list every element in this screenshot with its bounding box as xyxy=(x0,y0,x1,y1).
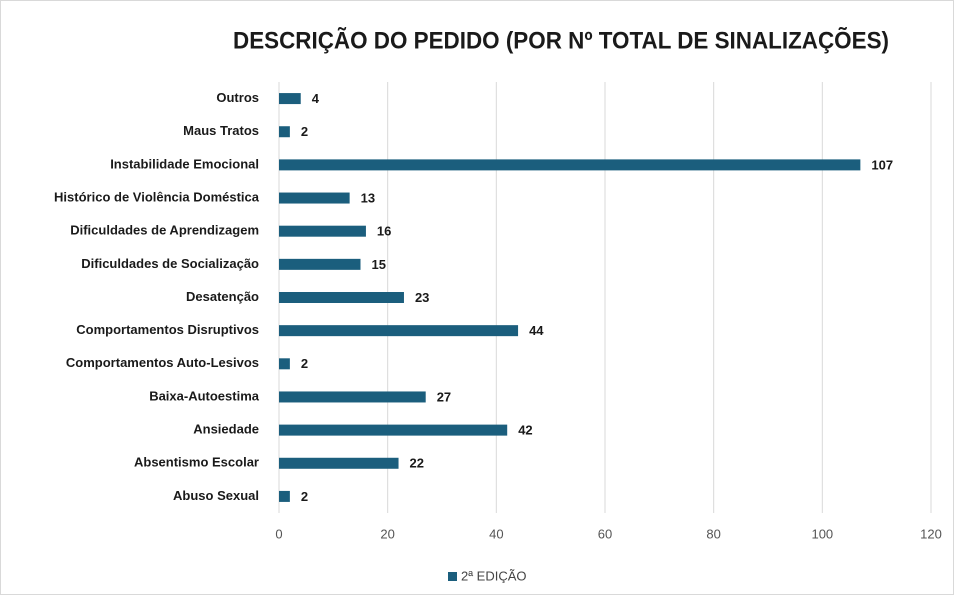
value-label: 2 xyxy=(301,356,308,371)
bar xyxy=(279,258,361,270)
y-tick-label: Maus Tratos xyxy=(183,123,259,138)
x-tick-label: 60 xyxy=(598,526,612,541)
value-label: 15 xyxy=(372,257,386,272)
legend-swatch xyxy=(448,572,457,581)
y-tick-label: Instabilidade Emocional xyxy=(110,156,259,171)
value-label: 44 xyxy=(529,323,544,338)
bar xyxy=(279,391,426,403)
x-tick-label: 40 xyxy=(489,526,503,541)
y-tick-label: Dificuldades de Socialização xyxy=(81,256,259,271)
bar xyxy=(279,225,366,237)
value-label: 22 xyxy=(410,456,424,471)
value-label: 4 xyxy=(312,91,320,106)
bar xyxy=(279,159,861,171)
bar xyxy=(279,126,290,138)
y-tick-label: Comportamentos Auto-Lesivos xyxy=(66,355,259,370)
y-tick-label: Dificuldades de Aprendizagem xyxy=(70,223,259,238)
y-tick-label: Baixa-Autoestima xyxy=(149,388,260,403)
bar xyxy=(279,424,508,436)
y-tick-label: Abuso Sexual xyxy=(173,488,259,503)
y-tick-label: Comportamentos Disruptivos xyxy=(76,322,259,337)
bar xyxy=(279,490,290,502)
x-tick-label: 120 xyxy=(920,526,942,541)
chart-title: DESCRIÇÃO DO PEDIDO (POR Nº TOTAL DE SIN… xyxy=(233,26,889,54)
x-tick-label: 100 xyxy=(811,526,833,541)
x-tick-label: 20 xyxy=(380,526,394,541)
bar xyxy=(279,325,519,337)
y-tick-label: Histórico de Violência Doméstica xyxy=(54,189,260,204)
value-label: 2 xyxy=(301,124,308,139)
value-label: 42 xyxy=(518,423,532,438)
y-tick-label: Ansiedade xyxy=(193,422,259,437)
x-tick-label: 0 xyxy=(275,526,282,541)
value-label: 13 xyxy=(361,190,375,205)
bar xyxy=(279,192,350,204)
y-tick-label: Desatenção xyxy=(186,289,259,304)
legend-label: 2ª EDIÇÃO xyxy=(461,568,527,583)
value-label: 23 xyxy=(415,290,429,305)
bar xyxy=(279,358,290,370)
value-label: 27 xyxy=(437,389,451,404)
bar xyxy=(279,457,399,469)
y-tick-label: Outros xyxy=(216,90,259,105)
bar xyxy=(279,292,404,303)
bar xyxy=(279,93,301,105)
value-label: 2 xyxy=(301,489,308,504)
value-label: 107 xyxy=(871,157,893,172)
value-label: 16 xyxy=(377,224,391,239)
x-tick-label: 80 xyxy=(706,526,720,541)
y-tick-label: Absentismo Escolar xyxy=(134,455,259,470)
